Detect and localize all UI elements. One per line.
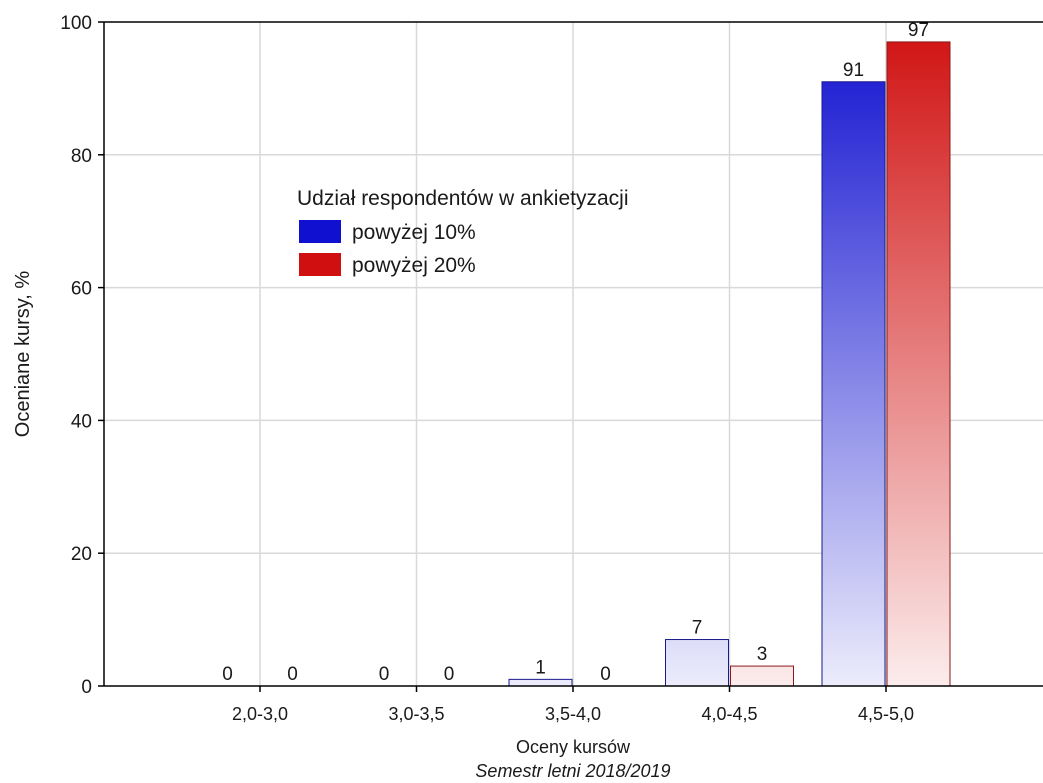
bar-series-2 bbox=[886, 41, 951, 687]
x-axis-sublabel: Semestr letni 2018/2019 bbox=[475, 761, 670, 781]
x-tick-label: 2,0-3,0 bbox=[232, 704, 288, 724]
bar-series-1 bbox=[821, 81, 886, 687]
x-tick-label: 3,5-4,0 bbox=[545, 704, 601, 724]
bar-data-label: 0 bbox=[444, 664, 455, 685]
bar-series-1 bbox=[508, 678, 573, 687]
grid-lines bbox=[104, 22, 1043, 686]
y-tick-label: 80 bbox=[71, 146, 92, 167]
bar-series-1 bbox=[665, 639, 729, 687]
x-axis-label: Oceny kursów bbox=[516, 737, 631, 757]
legend-title: Udział respondentów w ankietyzacji bbox=[297, 187, 629, 210]
x-tick-label: 4,0-4,5 bbox=[701, 704, 757, 724]
bar-data-label: 7 bbox=[692, 618, 703, 639]
bar-data-label: 0 bbox=[287, 664, 298, 685]
bar-data-label: 91 bbox=[843, 60, 864, 81]
x-tick-label: 4,5-5,0 bbox=[858, 704, 914, 724]
y-tick-label: 40 bbox=[71, 411, 92, 432]
bar-series-2 bbox=[730, 665, 794, 687]
y-ticks: 0 20 40 60 80 100 bbox=[60, 13, 104, 698]
bar-data-label: 1 bbox=[535, 657, 546, 678]
y-tick-label: 60 bbox=[71, 279, 92, 300]
bar-data-label: 0 bbox=[379, 664, 390, 685]
bar-data-labels: 0 0 0 0 1 0 7 3 91 97 bbox=[222, 20, 929, 685]
legend-swatch-series-1 bbox=[299, 220, 341, 243]
legend-label-series-1: powyżej 10% bbox=[352, 221, 476, 244]
x-tick-label: 3,0-3,5 bbox=[388, 704, 444, 724]
x-ticks: 2,0-3,0 3,0-3,5 3,5-4,0 4,0-4,5 4,5-5,0 bbox=[232, 686, 914, 724]
legend-label-series-2: powyżej 20% bbox=[352, 254, 476, 277]
bar-data-label: 0 bbox=[222, 664, 233, 685]
y-axis-label: Oceniane kursy, % bbox=[12, 271, 34, 438]
bar-data-label: 0 bbox=[600, 664, 611, 685]
y-tick-label: 0 bbox=[81, 677, 92, 698]
bar-data-label: 3 bbox=[757, 644, 768, 665]
bars bbox=[508, 41, 951, 687]
legend-swatch-series-2 bbox=[299, 253, 341, 276]
bar-data-label: 97 bbox=[908, 20, 929, 41]
y-tick-label: 20 bbox=[71, 544, 92, 565]
legend: Udział respondentów w ankietyzacji powyż… bbox=[297, 187, 629, 277]
y-tick-label: 100 bbox=[60, 13, 92, 34]
